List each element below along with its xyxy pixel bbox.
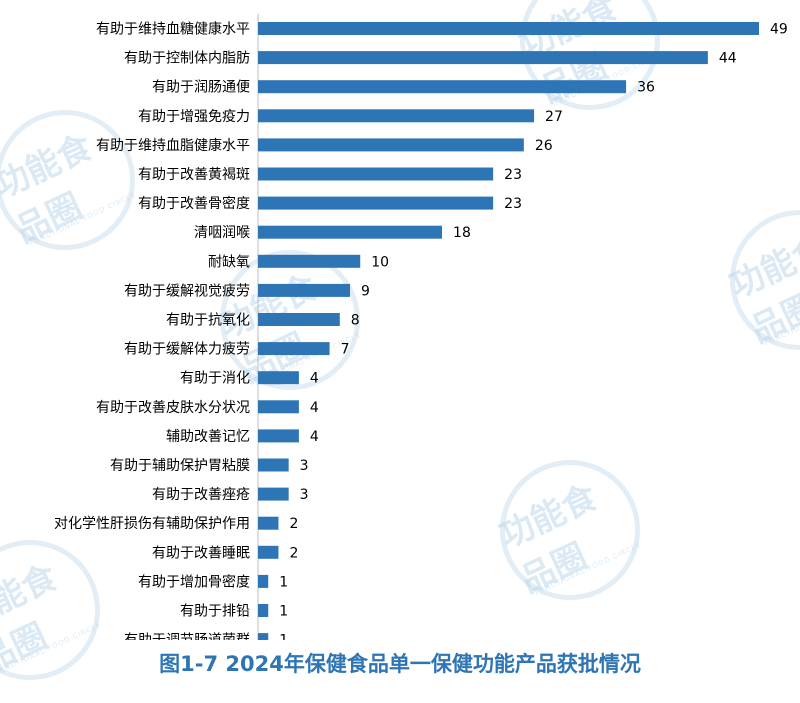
bar — [258, 254, 361, 268]
category-tick-label: 有助于润肠通便 — [152, 80, 250, 96]
bar-value-label: 18 — [453, 225, 471, 241]
bar-value-label: 10 — [371, 254, 389, 270]
bar — [258, 313, 340, 326]
bar-value-label: 1 — [279, 633, 288, 640]
bar — [258, 109, 535, 123]
bar — [258, 371, 299, 385]
bar — [258, 545, 279, 559]
bar — [258, 80, 627, 94]
figure-caption: 图1-7 2024年保健食品单一保健功能产品获批情况 — [159, 652, 641, 676]
category-tick-label: 有助于排铅 — [180, 604, 250, 620]
bar-value-label: 4 — [310, 400, 319, 416]
bar-value-label: 23 — [504, 167, 522, 183]
category-tick-label: 有助于辅助保护胃粘膜 — [110, 458, 250, 474]
category-tick-label: 有助于改善睡眠 — [152, 545, 250, 561]
category-tick-label: 有助于缓解视觉疲劳 — [124, 282, 250, 299]
bar-value-label: 26 — [535, 138, 553, 154]
category-tick-label: 有助于改善骨密度 — [138, 195, 250, 212]
category-tick-label: 耐缺氧 — [208, 254, 250, 270]
bar — [258, 51, 708, 65]
bar-value-label: 4 — [310, 429, 319, 445]
bar — [258, 516, 279, 530]
bar-value-label: 3 — [300, 458, 309, 474]
bar-value-label: 49 — [770, 22, 788, 38]
category-tick-label: 有助于改善黄褐斑 — [138, 166, 250, 183]
bar-value-label: 8 — [351, 313, 360, 329]
bar-value-label: 1 — [279, 604, 288, 620]
bar — [258, 225, 443, 239]
bar — [258, 633, 269, 640]
category-tick-label: 辅助改善记忆 — [166, 429, 250, 445]
bar-value-label: 2 — [289, 516, 298, 532]
bar — [258, 574, 269, 588]
bar-value-label: 9 — [361, 283, 370, 299]
bar-value-label: 44 — [719, 51, 737, 67]
bar-value-label: 4 — [310, 371, 319, 387]
bar-value-label: 1 — [279, 574, 288, 590]
bar — [258, 429, 299, 443]
category-tick-label: 清咽润喉 — [194, 225, 250, 241]
category-tick-label: 有助于控制体内脂肪 — [124, 51, 250, 67]
category-tick-label: 有助于改善皮肤水分状况 — [96, 400, 250, 416]
bar — [258, 283, 351, 297]
bar-value-label: 7 — [341, 342, 350, 358]
category-tick-label: 对化学性肝损伤有辅助保护作用 — [54, 516, 250, 532]
bar-value-label: 36 — [637, 80, 655, 96]
bar-value-label: 2 — [289, 545, 298, 561]
bar — [258, 167, 494, 181]
category-tick-label: 有助于缓解体力疲劳 — [124, 341, 250, 358]
category-tick-label: 有助于改善痤疮 — [152, 487, 250, 503]
category-tick-label: 有助于增加骨密度 — [138, 573, 250, 590]
bar — [258, 400, 299, 414]
bar-value-label: 27 — [545, 109, 563, 125]
category-tick-label: 有助于维持血脂健康水平 — [96, 137, 250, 154]
category-tick-label: 有助于抗氧化 — [166, 313, 250, 329]
bar — [258, 138, 524, 152]
bar — [258, 487, 289, 501]
category-tick-label: 有助于维持血糖健康水平 — [96, 21, 250, 38]
bar — [258, 196, 494, 210]
bar-value-label: 3 — [300, 487, 309, 503]
bar-value-label: 23 — [504, 196, 522, 212]
bar — [258, 458, 289, 472]
bar — [258, 22, 759, 35]
category-tick-label: 有助于增强免疫力 — [138, 109, 250, 125]
bar — [258, 604, 269, 617]
category-tick-label: 有助于调节肠道菌群 — [124, 633, 250, 640]
category-tick-label: 有助于消化 — [180, 371, 250, 387]
bar — [258, 342, 330, 356]
